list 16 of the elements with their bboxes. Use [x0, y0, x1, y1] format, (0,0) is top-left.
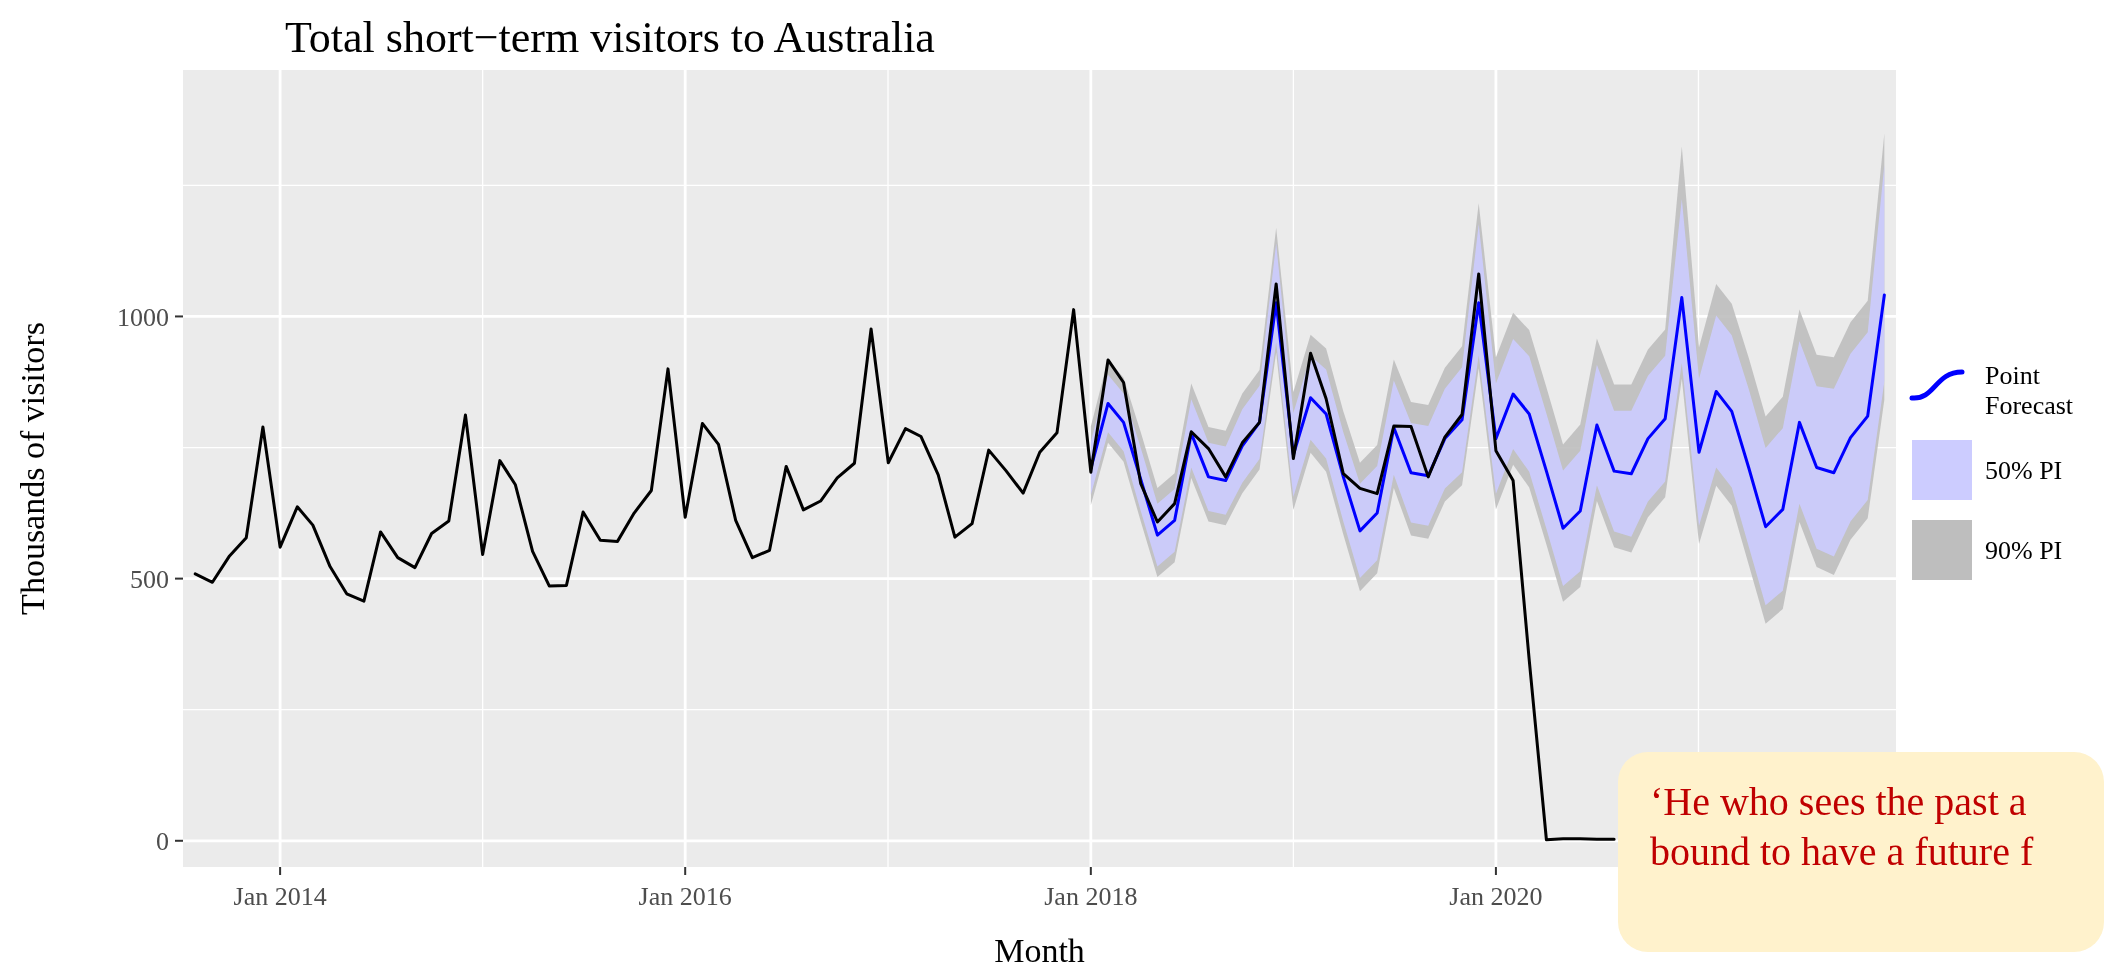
x-tick-label: Jan 2014: [233, 882, 327, 911]
line-series: [193, 272, 1616, 842]
legend-label: Point Forecast: [1985, 361, 2074, 420]
x-axis-title: Month: [994, 932, 1085, 969]
y-axis-title: Thousands of visitors: [14, 322, 51, 615]
x-tick-label: Jan 2016: [638, 882, 732, 911]
chart-title: Total short−term visitors to Australia: [285, 13, 935, 62]
y-tick-label: 500: [130, 564, 169, 594]
annotation: ‘He who sees the past a bound to have a future f: [1650, 779, 2034, 874]
callout-box: ‘He who sees the past a bound to have a future f: [1618, 752, 2104, 952]
y-tick-label: 1000: [117, 302, 169, 332]
legend-label: 50% PI: [1985, 456, 2063, 486]
legend-label: 90% PI: [1985, 536, 2063, 566]
y-tick-label: 0: [156, 826, 169, 856]
x-tick-label: Jan 2018: [1044, 882, 1138, 911]
x-tick-label: Jan 2020: [1449, 882, 1543, 911]
